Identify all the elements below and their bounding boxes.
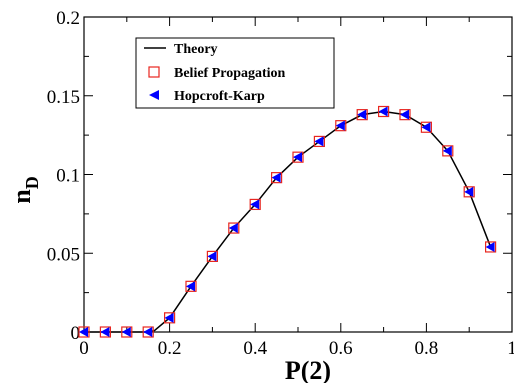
y-tick-label: 0.2	[56, 8, 80, 29]
hk-point	[400, 109, 409, 120]
y-tick-label: 0.1	[56, 166, 80, 187]
hk-point	[250, 199, 260, 210]
x-tick-label: 0.2	[158, 338, 182, 359]
svg-text:nD: nD	[7, 176, 42, 203]
series-layer	[78, 105, 497, 338]
x-axis-title: P(2)	[285, 356, 331, 383]
theory-line	[84, 110, 492, 333]
hk-point	[421, 122, 431, 133]
hk-point	[335, 120, 345, 131]
legend: Theory Belief Propagation Hopcroft-Karp	[135, 37, 335, 109]
hk-point	[186, 281, 195, 292]
x-tick-label: 1	[507, 338, 514, 359]
y-axis-title-sub: D	[22, 176, 42, 189]
legend-hk-swatch	[149, 90, 159, 100]
legend-box	[135, 37, 335, 109]
hk-point	[164, 312, 174, 323]
x-tick-label: 0.6	[329, 338, 353, 359]
hk-point	[442, 145, 452, 156]
y-tick-label: 0	[71, 323, 81, 344]
hk-point	[121, 327, 131, 337]
hk-point	[378, 106, 388, 117]
y-axis-title-main: n	[7, 189, 36, 204]
legend-bp-label: Belief Propagation	[174, 66, 286, 81]
hk-point	[464, 186, 474, 197]
legend-bp-swatch	[148, 66, 160, 78]
hk-point	[207, 251, 217, 262]
hk-point	[100, 327, 110, 337]
x-tick-label: 0.4	[243, 338, 267, 359]
x-tick-label: 0	[79, 338, 89, 359]
hk-point	[271, 172, 281, 183]
hk-point	[79, 327, 88, 337]
hk-point	[228, 223, 238, 234]
legend-hk-label: Hopcroft-Karp	[174, 89, 265, 104]
axis-ticks: 0 0.2 0.4 0.6 0.8 1 0 0.05 0.1 0.15 0.2	[47, 8, 514, 359]
hk-point	[314, 136, 324, 147]
hk-point	[143, 327, 153, 337]
y-tick-label: 0.05	[47, 244, 80, 265]
x-tick-label: 0.8	[415, 338, 439, 359]
hk-point	[485, 241, 495, 252]
y-axis-title: nD	[7, 176, 42, 203]
hk-point	[357, 109, 367, 120]
y-tick-label: 0.15	[47, 87, 80, 108]
legend-theory-label: Theory	[174, 42, 218, 57]
hk-point	[293, 152, 302, 163]
